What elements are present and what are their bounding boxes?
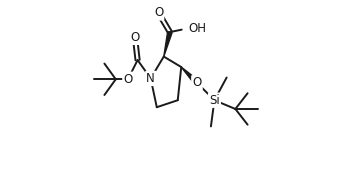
Text: O: O <box>123 73 133 86</box>
Text: OH: OH <box>188 22 206 35</box>
Polygon shape <box>181 67 196 82</box>
Text: O: O <box>130 31 140 44</box>
Text: N: N <box>146 72 155 85</box>
Polygon shape <box>164 32 172 56</box>
Text: O: O <box>154 6 163 19</box>
Text: O: O <box>192 76 202 89</box>
Text: Si: Si <box>209 94 220 107</box>
